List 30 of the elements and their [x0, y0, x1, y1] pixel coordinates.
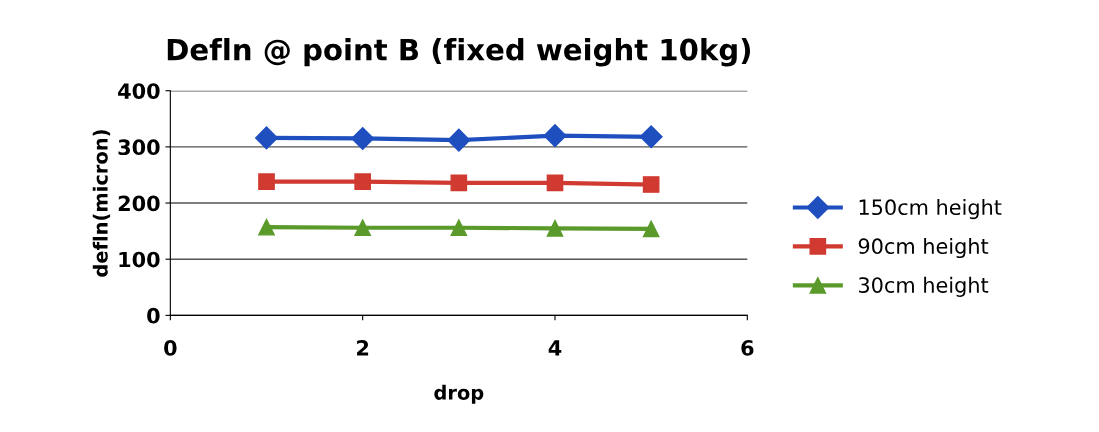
point [546, 174, 564, 192]
x-tick-label: 0 [164, 340, 177, 356]
point [447, 128, 471, 152]
point [354, 173, 372, 191]
legend-label: 150cm height [859, 198, 1002, 220]
point [546, 219, 564, 237]
x-tick-label: 4 [548, 340, 562, 356]
point [642, 176, 660, 193]
point [258, 173, 275, 191]
legend-label: 90cm height [858, 237, 989, 259]
point [450, 174, 468, 192]
point [255, 126, 279, 150]
x-tick-label: 6 [741, 340, 754, 356]
x-tick-label: 2 [357, 340, 369, 356]
point [351, 126, 375, 150]
chart-title: Defln @ point B (fixed weight 10kg) [167, 38, 751, 67]
point [642, 220, 660, 238]
point [639, 125, 663, 149]
point [450, 219, 468, 237]
x-axis-title: drop [434, 384, 484, 404]
legend-label: 30cm height [859, 276, 989, 297]
y-tick-label: 400 [118, 83, 160, 99]
point [543, 124, 567, 148]
point [258, 218, 275, 236]
y-tick-label: 0 [147, 307, 160, 324]
y-tick-label: 100 [119, 251, 160, 268]
y-tick-label: 200 [118, 195, 160, 212]
y-tick-label: 300 [118, 139, 160, 156]
y-axis-title: defln(micron) [92, 130, 111, 277]
point [354, 219, 372, 237]
